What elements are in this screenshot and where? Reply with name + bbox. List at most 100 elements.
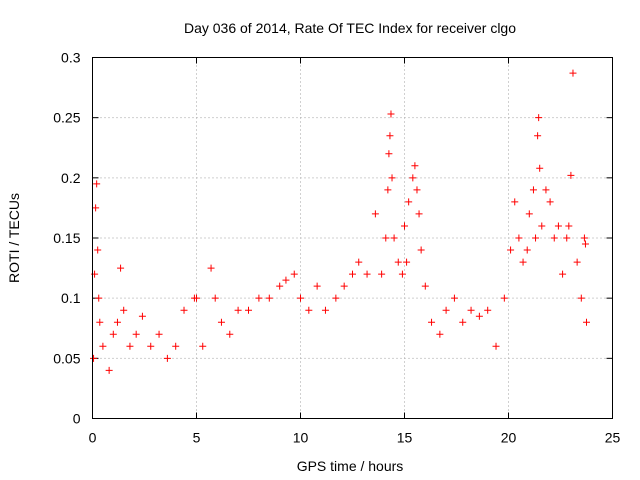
data-point: [163, 354, 171, 362]
data-point: [559, 270, 567, 278]
data-point: [411, 162, 419, 170]
data-point: [313, 282, 321, 290]
data-point: [355, 258, 363, 266]
data-point: [95, 294, 103, 302]
data-point: [542, 186, 550, 194]
data-point: [405, 198, 413, 206]
x-axis-label: GPS time / hours: [297, 458, 404, 474]
data-point: [532, 234, 540, 242]
data-point: [290, 270, 298, 278]
data-point: [538, 222, 546, 230]
data-point: [234, 306, 242, 314]
data-point: [409, 174, 417, 182]
data-point: [226, 330, 234, 338]
data-point: [484, 306, 492, 314]
data-point: [581, 240, 589, 248]
y-tick-label: 0.3: [61, 50, 81, 66]
data-point: [385, 150, 393, 158]
data-point: [305, 306, 313, 314]
data-point: [180, 306, 188, 314]
data-point: [546, 198, 554, 206]
data-point: [523, 246, 531, 254]
data-point: [363, 270, 371, 278]
data-points: [90, 69, 590, 374]
data-point: [378, 270, 386, 278]
data-point: [117, 264, 125, 272]
data-point: [459, 318, 467, 326]
data-point: [563, 234, 571, 242]
data-point: [211, 294, 219, 302]
x-tick-label: 10: [293, 430, 309, 446]
data-point: [265, 294, 273, 302]
data-point: [297, 294, 304, 302]
data-point: [105, 366, 113, 374]
data-point: [321, 306, 329, 314]
data-point: [401, 222, 408, 230]
data-point: [340, 282, 348, 290]
data-point: [515, 234, 523, 242]
data-point: [155, 330, 163, 338]
data-point: [113, 318, 121, 326]
y-tick-label: 0.15: [53, 230, 80, 246]
data-point: [398, 270, 406, 278]
data-point: [332, 294, 340, 302]
data-point: [567, 171, 575, 179]
data-point: [92, 204, 100, 212]
data-point: [388, 174, 396, 182]
data-point: [147, 342, 155, 350]
data-point: [193, 294, 200, 302]
data-point: [390, 234, 398, 242]
data-point: [529, 186, 537, 194]
data-point: [536, 164, 544, 172]
data-point: [450, 294, 458, 302]
x-tick-label: 0: [89, 430, 97, 446]
data-point: [90, 354, 98, 362]
data-point: [120, 306, 128, 314]
data-point: [207, 264, 215, 272]
data-point: [349, 270, 356, 278]
chart-title: Day 036 of 2014, Rate Of TEC Index for r…: [184, 20, 516, 36]
data-point: [413, 186, 421, 194]
x-tick-label: 25: [605, 430, 621, 446]
data-point: [511, 198, 519, 206]
data-point: [569, 69, 577, 77]
y-tick-label: 0: [73, 411, 81, 427]
data-point: [386, 132, 394, 140]
data-point: [172, 342, 180, 350]
data-point: [492, 342, 500, 350]
plot-frame: [92, 57, 613, 419]
data-point: [421, 282, 429, 290]
data-point: [475, 312, 483, 320]
y-axis-label: ROTI / TECUs: [6, 193, 22, 283]
data-point: [580, 234, 588, 242]
data-point: [417, 246, 425, 254]
data-point: [565, 222, 573, 230]
data-point: [126, 342, 134, 350]
data-point: [573, 258, 581, 266]
data-point: [384, 186, 392, 194]
data-point: [282, 276, 290, 284]
data-point: [467, 306, 475, 314]
y-tick-label: 0.2: [61, 170, 81, 186]
data-point: [535, 114, 543, 122]
data-point: [94, 246, 102, 254]
data-point: [93, 180, 101, 188]
data-point: [99, 342, 107, 350]
data-point: [415, 210, 423, 218]
data-point: [217, 318, 225, 326]
data-point: [525, 210, 533, 218]
data-point: [500, 294, 508, 302]
grid-lines: [92, 57, 613, 419]
data-point: [96, 318, 104, 326]
data-point: [534, 132, 542, 140]
data-point: [583, 318, 590, 326]
x-tick-label: 15: [397, 430, 413, 446]
data-point: [507, 246, 515, 254]
x-tick-label: 20: [501, 430, 517, 446]
data-point: [436, 330, 444, 338]
x-tick-label: 5: [193, 430, 201, 446]
data-point: [428, 318, 436, 326]
data-point: [276, 282, 284, 290]
data-point: [132, 330, 140, 338]
y-tick-label: 0.25: [53, 110, 80, 126]
